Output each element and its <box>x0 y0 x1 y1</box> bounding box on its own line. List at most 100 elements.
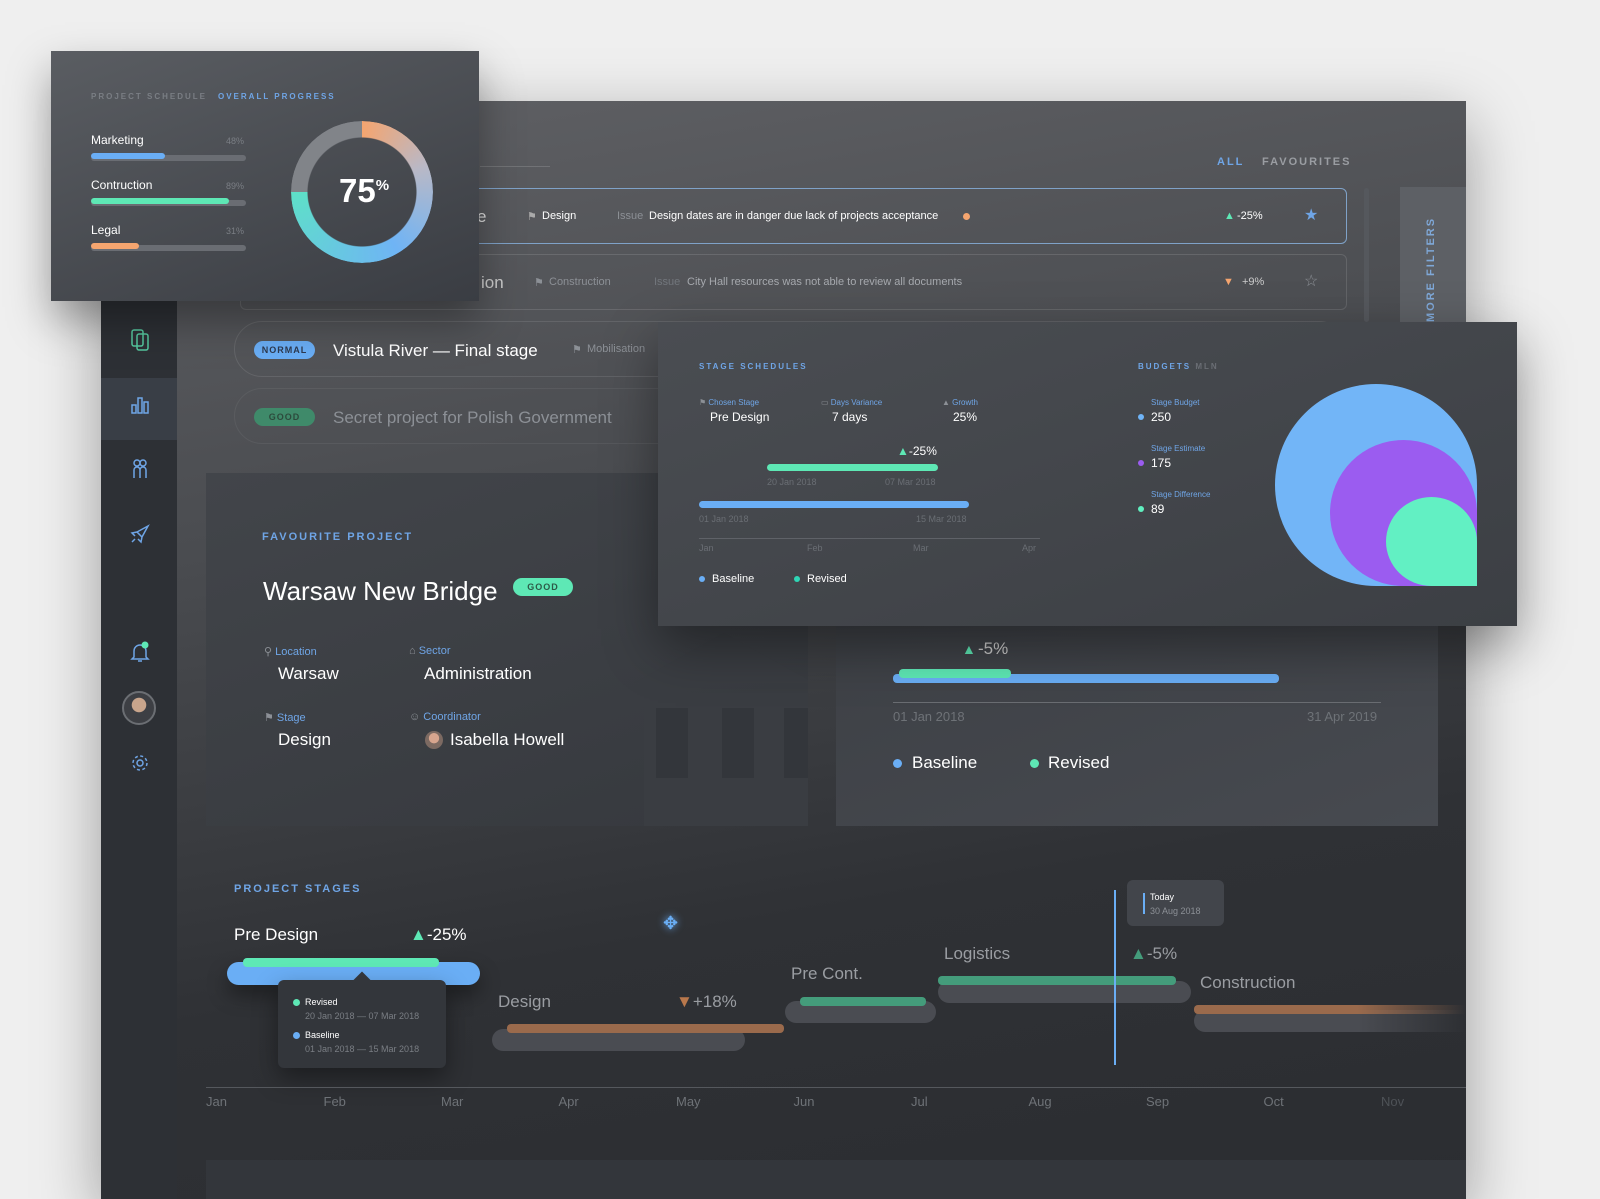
budget-value: 175 <box>1151 456 1172 470</box>
project-name: ion <box>481 273 504 292</box>
issue-label: Issue <box>617 210 644 222</box>
stage-bar-baseline[interactable] <box>227 962 480 985</box>
start-date: 01 Jan 2018 <box>893 709 965 724</box>
trend-down-icon: ▼ <box>676 992 693 1011</box>
tab-favourites[interactable]: FAVOURITES <box>1262 156 1352 168</box>
flag-icon: ⚑ <box>572 344 582 356</box>
gear-icon[interactable] <box>128 751 152 775</box>
rocket-icon[interactable] <box>128 522 152 546</box>
user-icon: ☺ <box>409 711 424 723</box>
baseline-start: 01 Jan 2018 <box>699 514 749 524</box>
tab-all[interactable]: ALL <box>1217 156 1245 168</box>
warning-dot <box>963 213 970 220</box>
legend-revised: Revised <box>1048 753 1110 772</box>
stage-delta: +18% <box>692 992 737 1011</box>
revised-bar <box>899 669 1011 678</box>
stage-bar-revised[interactable] <box>507 1024 784 1033</box>
progress-fill <box>91 153 166 159</box>
people-icon[interactable] <box>128 457 152 481</box>
budget-label: Stage Difference <box>1151 490 1211 499</box>
tab-project-schedule[interactable]: PROJECT SCHEDULE <box>91 92 208 101</box>
section-heading: PROJECT STAGES <box>234 883 362 895</box>
timeline-axis <box>206 1087 1466 1088</box>
donut-unit: % <box>375 177 390 194</box>
budget-value: 89 <box>1151 502 1165 516</box>
budget-dot <box>1138 506 1144 512</box>
growth-value: 25% <box>953 410 978 424</box>
more-filters-label: MORE FILTERS <box>1425 216 1437 322</box>
revised-bar <box>767 464 938 471</box>
month-tick: Feb <box>323 1094 346 1109</box>
issue-text: City Hall resources was not able to revi… <box>687 276 963 288</box>
more-filters-button[interactable]: MORE FILTERS <box>1400 187 1466 323</box>
stage-delta: -25% <box>426 925 467 944</box>
trend-up-icon: ▲ <box>962 641 976 657</box>
star-outline-icon[interactable]: ☆ <box>1304 273 1319 290</box>
move-cursor-icon: ✥ <box>663 913 679 933</box>
progress-label: Contruction <box>91 178 153 192</box>
user-avatar[interactable] <box>122 691 156 725</box>
budget-dot <box>1138 460 1144 466</box>
progress-percent: 89% <box>226 181 245 191</box>
revised-end: 07 Mar 2018 <box>885 477 936 487</box>
scrollbar[interactable] <box>1364 188 1369 322</box>
today-line <box>1114 890 1116 1065</box>
bar-chart-icon[interactable] <box>128 393 152 417</box>
stage-label: Stage <box>276 712 306 724</box>
stage-bar-revised[interactable] <box>938 976 1176 985</box>
location-value: Warsaw <box>278 664 339 683</box>
trend-up-icon: ▲ <box>1130 944 1147 963</box>
days-variance-label: Days Variance <box>830 398 883 407</box>
tab-overall-progress[interactable]: OVERALL PROGRESS <box>218 92 336 101</box>
sidebar <box>101 300 177 1199</box>
stage-name: Logistics <box>944 944 1011 963</box>
stage-name: Construction <box>1200 973 1296 992</box>
axis-line <box>893 702 1381 703</box>
progress-donut <box>291 121 433 263</box>
month-tick: Jun <box>793 1094 815 1109</box>
devices-icon[interactable] <box>128 328 152 352</box>
stage-name: Pre Design <box>234 925 319 944</box>
budgets-heading: BUDGETS <box>1138 362 1192 371</box>
stage-delta: -5% <box>1146 944 1178 963</box>
project-row[interactable]: ion ⚑ Construction Issue City Hall resou… <box>240 254 1347 310</box>
project-row[interactable]: e ⚑ Design Issue Design dates are in dan… <box>240 188 1347 244</box>
bottom-card <box>206 1160 1466 1199</box>
progress-label: Marketing <box>91 133 144 147</box>
revised-dot <box>293 999 300 1006</box>
coordinator-value[interactable]: Isabella Howell <box>450 730 565 749</box>
month-tick: Nov <box>1381 1094 1405 1109</box>
star-filled-icon[interactable]: ★ <box>1304 207 1319 224</box>
status-badge: GOOD <box>513 578 573 596</box>
baseline-dot <box>293 1032 300 1039</box>
month-tick: Jan <box>206 1094 227 1109</box>
progress-track <box>91 155 246 161</box>
end-date: 31 Apr 2019 <box>1307 709 1378 724</box>
today-tooltip: Today 30 Aug 2018 <box>1127 880 1224 926</box>
budget-label: Stage Budget <box>1151 398 1200 407</box>
trend-up-icon: ▲ <box>1224 210 1235 222</box>
month-tick: Apr <box>1022 543 1037 553</box>
stage-bar-baseline[interactable] <box>938 981 1191 1003</box>
progress-track <box>91 245 246 251</box>
revised-start: 20 Jan 2018 <box>767 477 817 487</box>
stage-bar-baseline[interactable] <box>1194 1010 1466 1032</box>
project-delta: +9% <box>1242 276 1265 288</box>
stage-bar-baseline[interactable] <box>785 1001 936 1023</box>
flag-icon: ⚑ <box>699 398 709 407</box>
month-tick: Apr <box>558 1094 579 1109</box>
project-stage: Design <box>542 210 577 222</box>
budget-dot <box>1138 414 1144 420</box>
axis-line <box>699 538 1040 539</box>
bell-icon[interactable] <box>128 640 152 664</box>
stage-bar-revised[interactable] <box>800 997 926 1006</box>
stage-bar-revised[interactable] <box>243 958 439 967</box>
project-stage: Mobilisation <box>587 343 646 355</box>
coordinator-label: Coordinator <box>423 711 481 723</box>
project-stage: Construction <box>549 276 611 288</box>
chosen-stage-label: Chosen Stage <box>708 398 760 407</box>
progress-label: Legal <box>91 223 121 237</box>
project-delta: -25% <box>1237 210 1263 222</box>
stage-bar-revised[interactable] <box>1194 1005 1466 1014</box>
stage-bar-baseline[interactable] <box>492 1029 745 1051</box>
